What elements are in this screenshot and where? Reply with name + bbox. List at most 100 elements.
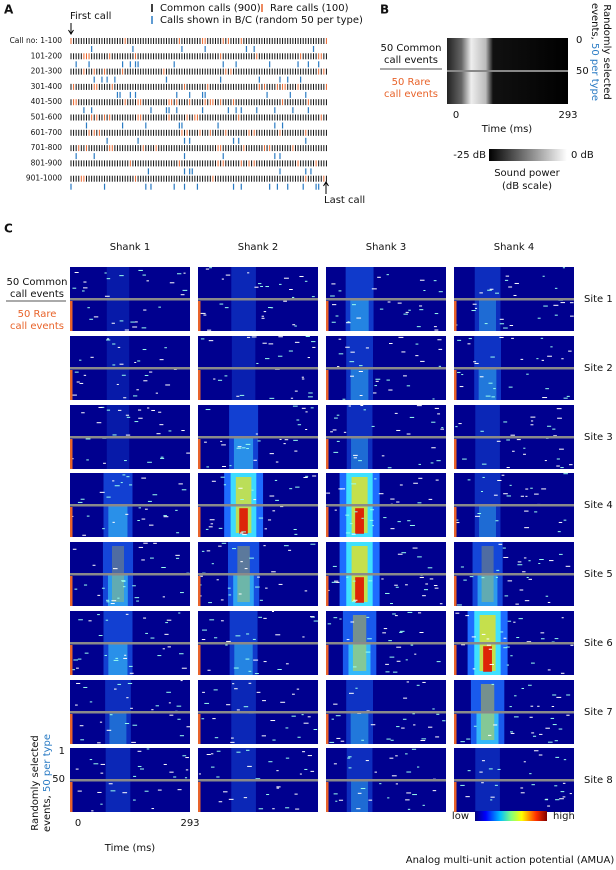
- heatmap-speck: [122, 586, 126, 588]
- heatmap-speck: [268, 343, 274, 345]
- heatmap-speck: [251, 336, 257, 338]
- heatmap-speck: [285, 663, 289, 665]
- heatmap-speck: [71, 669, 76, 671]
- heatmap-speck: [338, 799, 344, 801]
- shank-label: Shank 1: [110, 242, 150, 253]
- heatmap-speck: [513, 621, 516, 623]
- heatmap-speck: [77, 658, 82, 660]
- heatmap-speck: [491, 396, 495, 398]
- heatmap-speck: [517, 561, 522, 563]
- heatmap-speck: [569, 302, 574, 304]
- heatmap-speck: [460, 741, 465, 743]
- heatmap-speck: [530, 662, 535, 664]
- heatmap-speck: [460, 566, 464, 568]
- heatmap-speck: [92, 564, 96, 566]
- heatmap-speck: [387, 467, 392, 469]
- heatmap-speck: [494, 784, 498, 786]
- heatmap-speck: [122, 792, 128, 794]
- heatmap-speck: [550, 346, 553, 348]
- heatmap-speck: [186, 726, 192, 728]
- heatmap-speck: [101, 587, 105, 589]
- heatmap-speck: [218, 545, 222, 547]
- heatmap-speck: [204, 441, 207, 443]
- stimulus-marker: [198, 645, 201, 675]
- heatmap-speck: [257, 440, 261, 442]
- heatmap-speck: [77, 501, 83, 503]
- heatmap-speck: [411, 748, 417, 750]
- heatmap-speck: [208, 340, 214, 342]
- heatmap-band: [233, 574, 254, 606]
- heatmap-speck: [523, 761, 526, 763]
- heatmap-speck: [516, 637, 520, 639]
- heatmap-speck: [115, 657, 119, 659]
- heatmap-speck: [181, 430, 185, 432]
- heatmap-speck: [293, 528, 297, 530]
- heatmap-speck: [218, 527, 223, 529]
- heatmap-speck: [125, 414, 130, 416]
- heatmap-speck: [161, 567, 166, 569]
- heatmap-speck: [261, 317, 265, 319]
- heatmap-speck: [431, 421, 436, 423]
- heatmap-speck: [416, 326, 421, 328]
- heatmap-speck: [409, 524, 415, 526]
- heatmap-speck: [552, 428, 556, 430]
- shank-label: Shank 2: [238, 242, 278, 253]
- heatmap-speck: [106, 338, 110, 340]
- heatmap-speck: [512, 450, 515, 452]
- heatmap-speck: [103, 462, 106, 464]
- heatmap-speck: [405, 799, 410, 801]
- heatmap-speck: [381, 455, 385, 457]
- heatmap-speck: [390, 603, 393, 605]
- heatmap-speck: [178, 612, 181, 614]
- arrow-head: [68, 29, 74, 35]
- y-tick-label: 50: [576, 66, 589, 77]
- heatmap-speck: [359, 395, 363, 397]
- heatmap-speck: [547, 425, 552, 427]
- heatmap-speck: [488, 734, 492, 736]
- heatmap-speck: [390, 528, 395, 530]
- heatmap-speck: [97, 614, 100, 616]
- heatmap-speck: [333, 617, 338, 619]
- heatmap-speck: [276, 770, 279, 772]
- heatmap-speck: [98, 406, 103, 408]
- heatmap-speck: [510, 434, 515, 436]
- heatmap-speck: [477, 513, 482, 515]
- heatmap-speck: [221, 444, 226, 446]
- divider: [326, 298, 446, 301]
- heatmap-speck: [224, 307, 229, 309]
- heatmap-speck: [106, 599, 110, 601]
- heatmap-speck: [276, 787, 280, 789]
- heatmap-speck: [391, 775, 397, 777]
- heatmap-speck: [147, 461, 152, 463]
- y-label-highlight: 50 per type: [42, 734, 53, 792]
- heatmap-speck: [529, 716, 533, 718]
- heatmap-speck: [160, 456, 164, 458]
- heatmap-speck: [523, 447, 526, 449]
- heatmap-speck: [164, 347, 167, 349]
- site-label: Site 3: [584, 432, 613, 443]
- heatmap-band: [234, 643, 253, 675]
- heatmap-speck: [238, 593, 242, 595]
- heatmap-speck: [291, 693, 295, 695]
- heatmap-band: [107, 574, 128, 606]
- x-label: Time (ms): [481, 124, 533, 135]
- heatmap-speck: [137, 765, 142, 767]
- heatmap-speck: [559, 448, 564, 450]
- heatmap-speck: [432, 790, 437, 792]
- heatmap-speck: [554, 740, 558, 742]
- heatmap-speck: [457, 339, 462, 341]
- heatmap-speck: [436, 460, 441, 462]
- heatmap-speck: [143, 309, 147, 311]
- heatmap-speck: [560, 791, 565, 793]
- heatmap-speck: [345, 346, 350, 348]
- heatmap-speck: [528, 578, 532, 580]
- divider: [454, 298, 574, 301]
- divider: [326, 504, 446, 507]
- heatmap-speck: [434, 407, 439, 409]
- y-label-line: Randomly selected: [601, 4, 612, 100]
- heatmap-speck: [387, 797, 390, 799]
- heatmap-speck: [419, 279, 425, 281]
- heatmap-speck: [296, 688, 300, 690]
- heatmap-speck: [547, 805, 551, 807]
- colorbar-max: 0 dB: [571, 150, 594, 161]
